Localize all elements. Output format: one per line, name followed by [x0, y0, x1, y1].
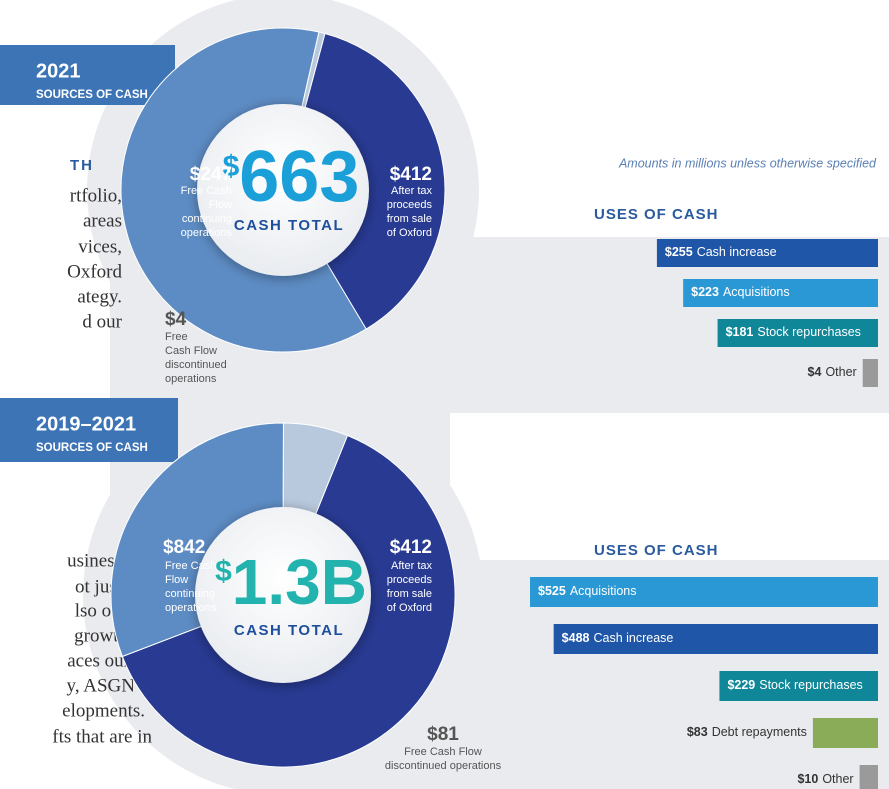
- bar: [553, 624, 878, 654]
- bar-category: Acquisitions: [723, 285, 790, 299]
- center-total: $663: [223, 137, 360, 217]
- bar-value-label: $181: [726, 325, 754, 339]
- segment-label: Free Cash: [165, 560, 216, 572]
- bar-value-label: $223: [691, 285, 719, 299]
- banner-title: 2019–2021: [36, 413, 136, 435]
- bar: [656, 239, 878, 267]
- bar-label: $4 Other: [808, 365, 857, 379]
- center-prefix: $: [215, 555, 232, 588]
- segment-value-label: $412: [390, 164, 432, 185]
- side-text-line: Oxford: [67, 261, 122, 282]
- side-text-line: elopments.: [62, 700, 145, 721]
- bar-label: $488 Cash increase: [562, 631, 674, 645]
- side-text-line: y, ASGN: [67, 675, 136, 696]
- banner-subtitle: SOURCES OF CASH: [36, 89, 148, 101]
- bar-category: Cash increase: [697, 245, 777, 259]
- note: Amounts in millions unless otherwise spe…: [618, 156, 877, 170]
- bar-value-label: $4: [808, 365, 822, 379]
- bar: [683, 279, 878, 307]
- segment-label: proceeds: [387, 199, 433, 211]
- center-value: 1.3B: [232, 546, 367, 618]
- side-text-line: rtfolio,: [70, 185, 122, 206]
- bar: [530, 577, 878, 607]
- bar-value-label: $10: [797, 772, 818, 786]
- center-total: $1.3B: [215, 546, 367, 618]
- side-text-line: ategy.: [77, 286, 122, 307]
- bar-label: $229 Stock repurchases: [727, 678, 862, 692]
- segment-label: Free Cash Flow: [404, 746, 482, 758]
- banner: [0, 398, 178, 462]
- section-title: USES OF CASH: [594, 542, 719, 559]
- segment-label: from sale: [387, 588, 432, 600]
- segment-label: operations: [165, 602, 217, 614]
- segment-label: of Oxford: [387, 602, 432, 614]
- segment-label: continuing: [182, 213, 232, 225]
- segment-value-label: $842: [163, 537, 205, 558]
- bar-value-label: $488: [562, 631, 590, 645]
- segment-value-label: $247: [190, 164, 232, 185]
- segment-value-label: $4: [165, 309, 187, 330]
- bar: [812, 718, 878, 748]
- banner-subtitle: SOURCES OF CASH: [36, 442, 148, 454]
- side-text-line: vices,: [78, 236, 122, 257]
- segment-label: of Oxford: [387, 227, 432, 239]
- center-disc: [197, 104, 369, 276]
- bar-category: Stock repurchases: [759, 678, 863, 692]
- bar: [717, 319, 878, 347]
- center-prefix: $: [223, 150, 240, 183]
- bar-label: $10 Other: [797, 772, 853, 786]
- side-text-line: areas: [83, 210, 122, 231]
- segment-label: Free Cash: [181, 185, 232, 197]
- segment-label: Flow: [165, 574, 188, 586]
- bar-value-label: $229: [727, 678, 755, 692]
- section-title: USES OF CASH: [594, 206, 719, 223]
- side-text-line: aces our: [67, 650, 130, 671]
- bar-category: Stock repurchases: [757, 325, 861, 339]
- side-heading: TH: [70, 157, 94, 174]
- bar-category: Cash increase: [593, 631, 673, 645]
- side-text-line: usiness: [67, 550, 122, 571]
- segment-label: discontinued: [165, 359, 227, 371]
- bar-value-label: $255: [665, 245, 693, 259]
- bar-label: $181 Stock repurchases: [726, 325, 861, 339]
- segment-label: Cash Flow: [165, 345, 217, 357]
- segment-label: operations: [165, 373, 217, 385]
- side-text-line: fts that are in: [52, 726, 152, 747]
- segment-label: from sale: [387, 213, 432, 225]
- bar-label: $525 Acquisitions: [538, 584, 637, 598]
- bar-label: $223 Acquisitions: [691, 285, 790, 299]
- bar: [719, 671, 878, 701]
- bar-category: Debt repayments: [712, 725, 807, 739]
- side-text-line: d our: [82, 311, 122, 332]
- segment-label: continuing: [165, 588, 215, 600]
- segment-label: After tax: [391, 185, 432, 197]
- banner: [0, 45, 175, 105]
- segment-label: Flow: [209, 199, 232, 211]
- segment-label: proceeds: [387, 574, 433, 586]
- bar-category: Other: [825, 365, 856, 379]
- banner-title: 2021: [36, 60, 81, 82]
- segment-label: discontinued operations: [385, 760, 502, 772]
- bar-category: Other: [822, 772, 853, 786]
- center-disc: [195, 507, 371, 683]
- segment-label: Free: [165, 331, 188, 343]
- bar-label: $83 Debt repayments: [687, 725, 807, 739]
- center-caption: CASH TOTAL: [234, 217, 344, 234]
- bar: [862, 359, 878, 387]
- center-value: 663: [239, 137, 359, 217]
- bar: [859, 765, 878, 789]
- segment-label: operations: [181, 227, 233, 239]
- segment-label: After tax: [391, 560, 432, 572]
- bar-value-label: $83: [687, 725, 708, 739]
- segment-value-label: $81: [427, 724, 459, 745]
- segment-value-label: $412: [390, 537, 432, 558]
- bar-value-label: $525: [538, 584, 566, 598]
- center-caption: CASH TOTAL: [234, 622, 344, 639]
- bar-label: $255 Cash increase: [665, 245, 777, 259]
- bar-category: Acquisitions: [570, 584, 637, 598]
